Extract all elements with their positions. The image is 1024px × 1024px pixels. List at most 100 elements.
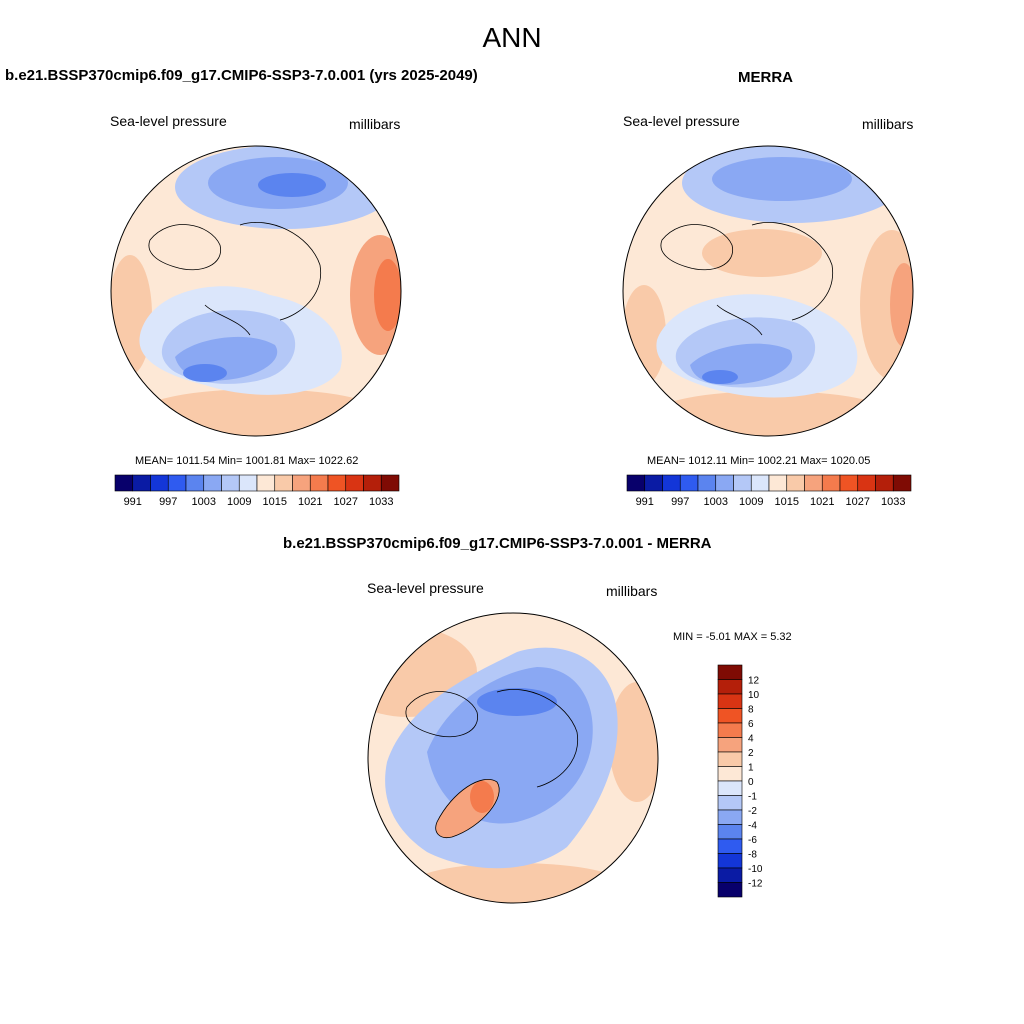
diff-neg-core: [477, 688, 557, 716]
colorbar-cell: [221, 474, 240, 492]
colorbar-tick-label: 1: [748, 763, 754, 774]
colorbar-tick-label: 1033: [369, 496, 393, 508]
obs-high-arctic: [702, 229, 822, 277]
colorbar-cell: [717, 664, 743, 680]
colorbar-cell: [717, 737, 743, 753]
model-coast-3: [204, 304, 251, 336]
colorbar-tick-label: 0: [748, 777, 754, 788]
colorbar-tick-label: 6: [748, 719, 754, 730]
colorbar-cell: [768, 474, 788, 492]
obs-coast-1: [660, 224, 733, 271]
colorbar-cell: [892, 474, 912, 492]
model-units-label: millibars: [349, 116, 401, 132]
obs-low-atlantic-core: [702, 370, 738, 384]
obs-map-border: [622, 145, 914, 437]
diff-coast-3: [435, 779, 500, 839]
colorbar-cell: [132, 474, 151, 492]
colorbar-cell: [697, 474, 717, 492]
colorbar-cell: [327, 474, 347, 492]
colorbar-cell: [839, 474, 859, 492]
model-high-west: [111, 255, 152, 375]
colorbar-cell: [717, 722, 743, 738]
colorbar-cell: [717, 867, 743, 883]
model-map-border: [110, 145, 402, 437]
colorbar-cell: [717, 824, 743, 840]
colorbar-cell: [717, 853, 743, 869]
obs-variable-label: Sea-level pressure: [623, 113, 740, 129]
colorbar-cell: [292, 474, 311, 492]
colorbar-cell: [717, 809, 743, 825]
colorbar-cell: [363, 474, 382, 492]
colorbar-cell: [185, 474, 205, 492]
colorbar-cell: [167, 474, 187, 492]
colorbar-tick-label: -12: [748, 879, 763, 890]
colorbar-tick-label: 1021: [298, 496, 322, 508]
colorbar-cell: [857, 474, 876, 492]
colorbar-tick-label: -4: [748, 821, 757, 832]
obs-high-south: [652, 391, 892, 436]
colorbar-tick-label: 2: [748, 748, 754, 759]
colorbar-tick-label: -2: [748, 806, 757, 817]
colorbar-tick-label: 1015: [263, 496, 287, 508]
colorbar-cell: [717, 679, 743, 695]
colorbar-cell: [875, 474, 894, 492]
colorbar-tick-label: 1027: [846, 496, 870, 508]
colorbar-tick-label: -8: [748, 850, 757, 861]
diff-panel-title: b.e21.BSSP370cmip6.f09_g17.CMIP6-SSP3-7.…: [283, 535, 712, 552]
model-high-east-core: [374, 259, 401, 331]
model-coast-1: [148, 224, 221, 271]
colorbar-cell: [786, 474, 805, 492]
colorbar-cell: [309, 474, 329, 492]
colorbar-cell: [821, 474, 841, 492]
diff-units-label: millibars: [606, 583, 658, 599]
main-title: ANN: [482, 22, 542, 53]
colorbar-cell: [733, 474, 752, 492]
colorbar-cell: [715, 474, 734, 492]
colorbar-tick-label: 10: [748, 690, 760, 701]
model-low-north-core: [258, 173, 326, 197]
colorbar-tick-label: 1009: [739, 496, 763, 508]
colorbar-cell: [644, 474, 663, 492]
colorbar-tick-label: -10: [748, 864, 763, 875]
colorbar-cell: [717, 751, 743, 767]
colorbar-tick-label: 1009: [227, 496, 251, 508]
colorbar-cell: [345, 474, 364, 492]
obs-coast-3: [716, 304, 763, 336]
colorbar-cell: [238, 474, 258, 492]
colorbar-tick-label: 4: [748, 734, 754, 745]
colorbar-tick-label: -1: [748, 792, 757, 803]
model-low-atlantic-core: [183, 364, 227, 382]
colorbar-cell: [662, 474, 681, 492]
obs-map: [622, 145, 914, 437]
colorbar-tick-label: 12: [748, 676, 760, 687]
colorbar-cell: [717, 795, 743, 811]
obs-coast-2: [751, 222, 834, 321]
colorbar-cell: [804, 474, 823, 492]
colorbar-tick-label: -6: [748, 835, 757, 846]
obs-low-north-mid: [712, 157, 852, 201]
colorbar-tick-label: 1033: [881, 496, 905, 508]
diff-stats: MIN = -5.01 MAX = 5.32: [673, 631, 792, 643]
diff-variable-label: Sea-level pressure: [367, 580, 484, 596]
colorbar-cell: [679, 474, 699, 492]
obs-stats: MEAN= 1012.11 Min= 1002.21 Max= 1020.05: [647, 455, 871, 467]
colorbar-tick-label: 1003: [704, 496, 728, 508]
colorbar-cell: [114, 474, 134, 492]
colorbar-cell: [717, 708, 743, 724]
diff-map-border: [367, 612, 659, 904]
diff-map: [367, 612, 659, 904]
model-colorbar: 991 997 1003 1009 1015 1021 1027 1033: [114, 474, 400, 508]
colorbar-cell: [256, 474, 276, 492]
colorbar-cell: [626, 474, 646, 492]
colorbar-tick-label: 991: [636, 496, 654, 508]
obs-units-label: millibars: [862, 116, 914, 132]
model-high-south: [140, 389, 380, 436]
model-variable-label: Sea-level pressure: [110, 113, 227, 129]
model-coast-2: [239, 222, 322, 321]
diff-pos-greenland-core: [470, 781, 494, 813]
diff-coast-2: [496, 689, 579, 788]
colorbar-cell: [717, 780, 743, 796]
colorbar-tick-label: 997: [671, 496, 689, 508]
obs-panel-title: MERRA: [738, 69, 793, 86]
colorbar-cell: [717, 693, 743, 709]
